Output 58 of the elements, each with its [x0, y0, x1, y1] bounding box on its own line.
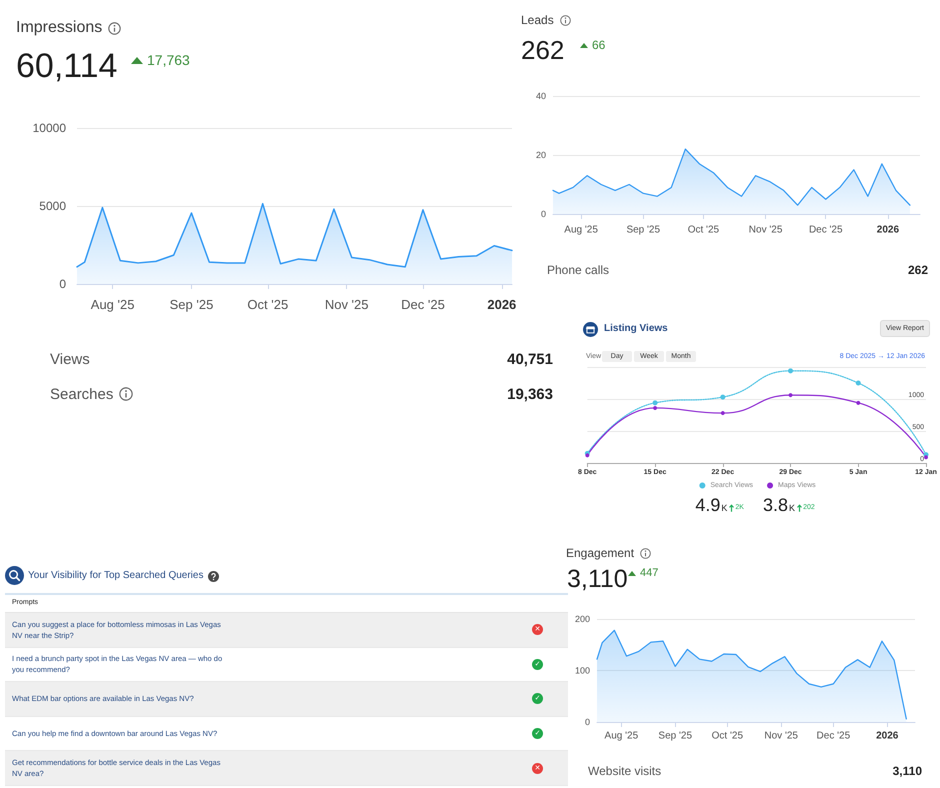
x-tick-label: Aug '25: [604, 730, 639, 742]
x-tick-label: Oct '25: [688, 224, 720, 236]
x-tick-label: Sep '25: [170, 297, 214, 312]
text: Views: [50, 350, 90, 368]
point: [788, 393, 793, 398]
x-tick-label: Nov '25: [324, 297, 368, 312]
text: 447: [640, 566, 658, 578]
y-tick-label: 20: [536, 150, 546, 160]
text: 19,363: [507, 386, 553, 402]
y-tick-label: 10000: [32, 121, 66, 135]
point: [720, 411, 725, 416]
x-tick-label: Dec '25: [816, 730, 851, 742]
x-tick-label: Oct '25: [712, 730, 744, 742]
x-tick-label: Dec '25: [401, 297, 445, 312]
text: 17,763: [147, 52, 190, 68]
y-tick-label: 0: [540, 209, 546, 219]
text: Your Visibility for Top Searched Queries: [28, 570, 204, 582]
x-tick-label: 2026: [876, 730, 899, 742]
x-tick-label: Aug '25: [564, 224, 598, 236]
x-tick-label: 2026: [876, 224, 900, 236]
x-tick-label: Nov '25: [764, 730, 798, 742]
chart-title: Impressions: [16, 19, 102, 36]
text: 3,110: [892, 764, 922, 778]
x-tick-label: Aug '25: [90, 297, 134, 312]
point: [720, 394, 726, 400]
text: Website visits: [588, 764, 662, 778]
point: [653, 406, 658, 410]
point: [856, 400, 860, 405]
text: 40,751: [507, 350, 553, 368]
text: 262: [521, 35, 564, 65]
point: [585, 453, 590, 458]
text: 60,114: [16, 47, 118, 85]
text: 4.9K: [695, 495, 728, 515]
text: Phone calls: [547, 263, 610, 277]
x-tick-label: Dec '25: [808, 224, 843, 236]
point: [652, 400, 658, 406]
x-tick-label: Oct '25: [247, 297, 288, 312]
text: 66: [592, 38, 606, 52]
y-tick-label: 0: [584, 717, 590, 727]
y-tick-label: 5000: [39, 199, 66, 213]
chart-title: Leads: [521, 13, 554, 27]
text: 3,110: [567, 564, 628, 592]
y-tick-label: 40: [536, 91, 546, 101]
point: [924, 455, 928, 460]
x-tick-label: Nov '25: [748, 224, 783, 236]
x-tick-label: Sep '25: [626, 224, 660, 236]
y-tick-label: 200: [574, 614, 590, 624]
text: 262: [908, 263, 928, 277]
point: [856, 380, 861, 386]
text: Searches: [50, 386, 114, 402]
y-tick-label: 0: [59, 277, 66, 291]
text: 3.8K: [763, 495, 796, 515]
x-tick-label: 2026: [487, 297, 516, 312]
chart-title: Engagement: [566, 546, 634, 560]
x-tick-label: Sep '25: [658, 730, 692, 742]
y-tick-label: 100: [574, 666, 590, 676]
point: [788, 368, 794, 374]
chart-title: Listing Views: [604, 323, 668, 334]
